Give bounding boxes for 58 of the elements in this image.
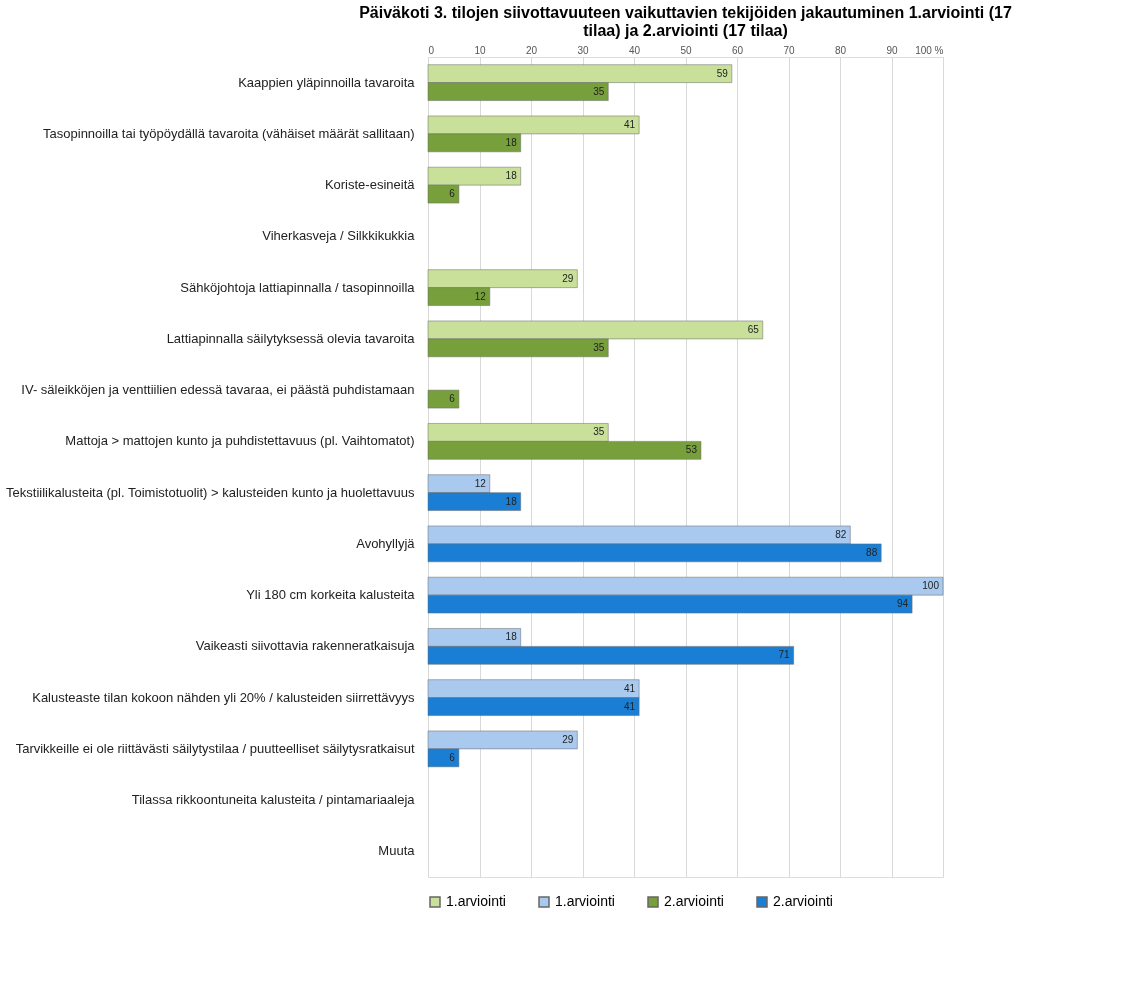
y-tick-label: Mattoja > mattojen kunto ja puhdistettavuus (pl. Vaihtomatot) (65, 433, 415, 449)
y-tick-label: Yli 180 cm korkeita kalusteita (246, 587, 416, 603)
data-label: 41 (624, 700, 636, 712)
x-tick-label: 100 % (915, 44, 944, 56)
data-label: 6 (449, 188, 456, 200)
data-label: 12 (474, 290, 487, 302)
data-label: 35 (593, 426, 605, 438)
y-tick-label: Lattiapinnalla säilytyksessä olevia tavaroita (166, 330, 416, 346)
data-label: 65 (747, 323, 760, 335)
x-tick-label: 40 (628, 44, 641, 56)
y-tick-label: Kaappien yläpinnoilla tavaroita (238, 74, 416, 90)
data-label: 53 (685, 444, 698, 456)
y-tick-label: Tasopinnoilla tai työpöydällä tavaroita (vähäiset määrät sallitaan) (43, 125, 415, 141)
y-tick-label: Vaikeasti siivottavia rakenneratkaisuja (195, 638, 416, 654)
y-tick-label: Kalusteaste tilan kokoon nähden yli 20% / kalusteiden siirrettävyys (32, 689, 415, 705)
legend-label: 2.arviointi (664, 893, 724, 909)
y-tick-label: IV- säleikköjen ja venttiilien edessä tavaraa, ei päästä puhdistamaan (21, 382, 415, 398)
data-label: 35 (593, 341, 605, 353)
y-tick-label: Viherkasveja / Silkkikukkia (262, 228, 416, 244)
data-label: 41 (624, 682, 636, 694)
y-tick-label: Tekstiilikalusteita (pl. Toimistotuolit) > kalusteiden kunto ja huolettavuus (6, 484, 415, 500)
data-label: 59 (716, 67, 729, 79)
legend-label: 1.arviointi (446, 893, 506, 909)
data-label: 18 (505, 495, 518, 507)
data-label: 18 (505, 170, 518, 182)
data-label: 18 (505, 136, 518, 148)
data-label: 100 (922, 580, 940, 592)
data-label: 88 (866, 546, 878, 558)
y-tick-label: Avohyllyjä (356, 535, 416, 551)
data-label: 12 (474, 477, 487, 489)
data-label: 71 (778, 649, 791, 661)
x-tick-label: 80 (834, 44, 847, 56)
x-tick-label: 10 (474, 44, 486, 56)
x-tick-label: 20 (525, 44, 538, 56)
x-tick-label: 30 (577, 44, 589, 56)
data-label: 41 (624, 118, 636, 130)
x-tick-label: 0 (428, 44, 435, 56)
bar (427, 389, 460, 409)
chart-title: Päiväkoti 3. tilojen siivottavuuteen vaikuttavien tekijöiden jakautuminen 1.arviointi (17 tilaa) ja 2.arviointi (17 tilaa) (359, 4, 1012, 39)
data-label: 18 (505, 631, 518, 643)
legend-label: 1.arviointi (555, 893, 615, 909)
data-label: 29 (562, 272, 574, 284)
data-label: 6 (449, 751, 456, 763)
y-tick-label: Koriste-esineitä (324, 177, 416, 193)
y-tick-label: Sähköjohtoja lattiapinnalla / tasopinnoilla (180, 279, 416, 295)
data-label: 94 (896, 598, 909, 610)
x-tick-label: 90 (886, 44, 898, 56)
data-label: 29 (562, 733, 574, 745)
data-label: 35 (593, 85, 605, 97)
y-tick-label: Tarvikkeille ei ole riittävästi säilytystilaa / puutteelliset säilytysratkaisut (15, 740, 415, 756)
data-label: 6 (449, 393, 456, 405)
x-tick-label: 50 (680, 44, 692, 56)
legend-label: 2.arviointi (773, 893, 833, 909)
x-tick-label: 60 (731, 44, 744, 56)
y-tick-label: Tilassa rikkoontuneita kalusteita / pintamariaaleja (131, 792, 416, 808)
y-tick-label: Muuta (378, 843, 416, 859)
x-tick-label: 70 (783, 44, 795, 56)
data-label: 82 (835, 528, 847, 540)
